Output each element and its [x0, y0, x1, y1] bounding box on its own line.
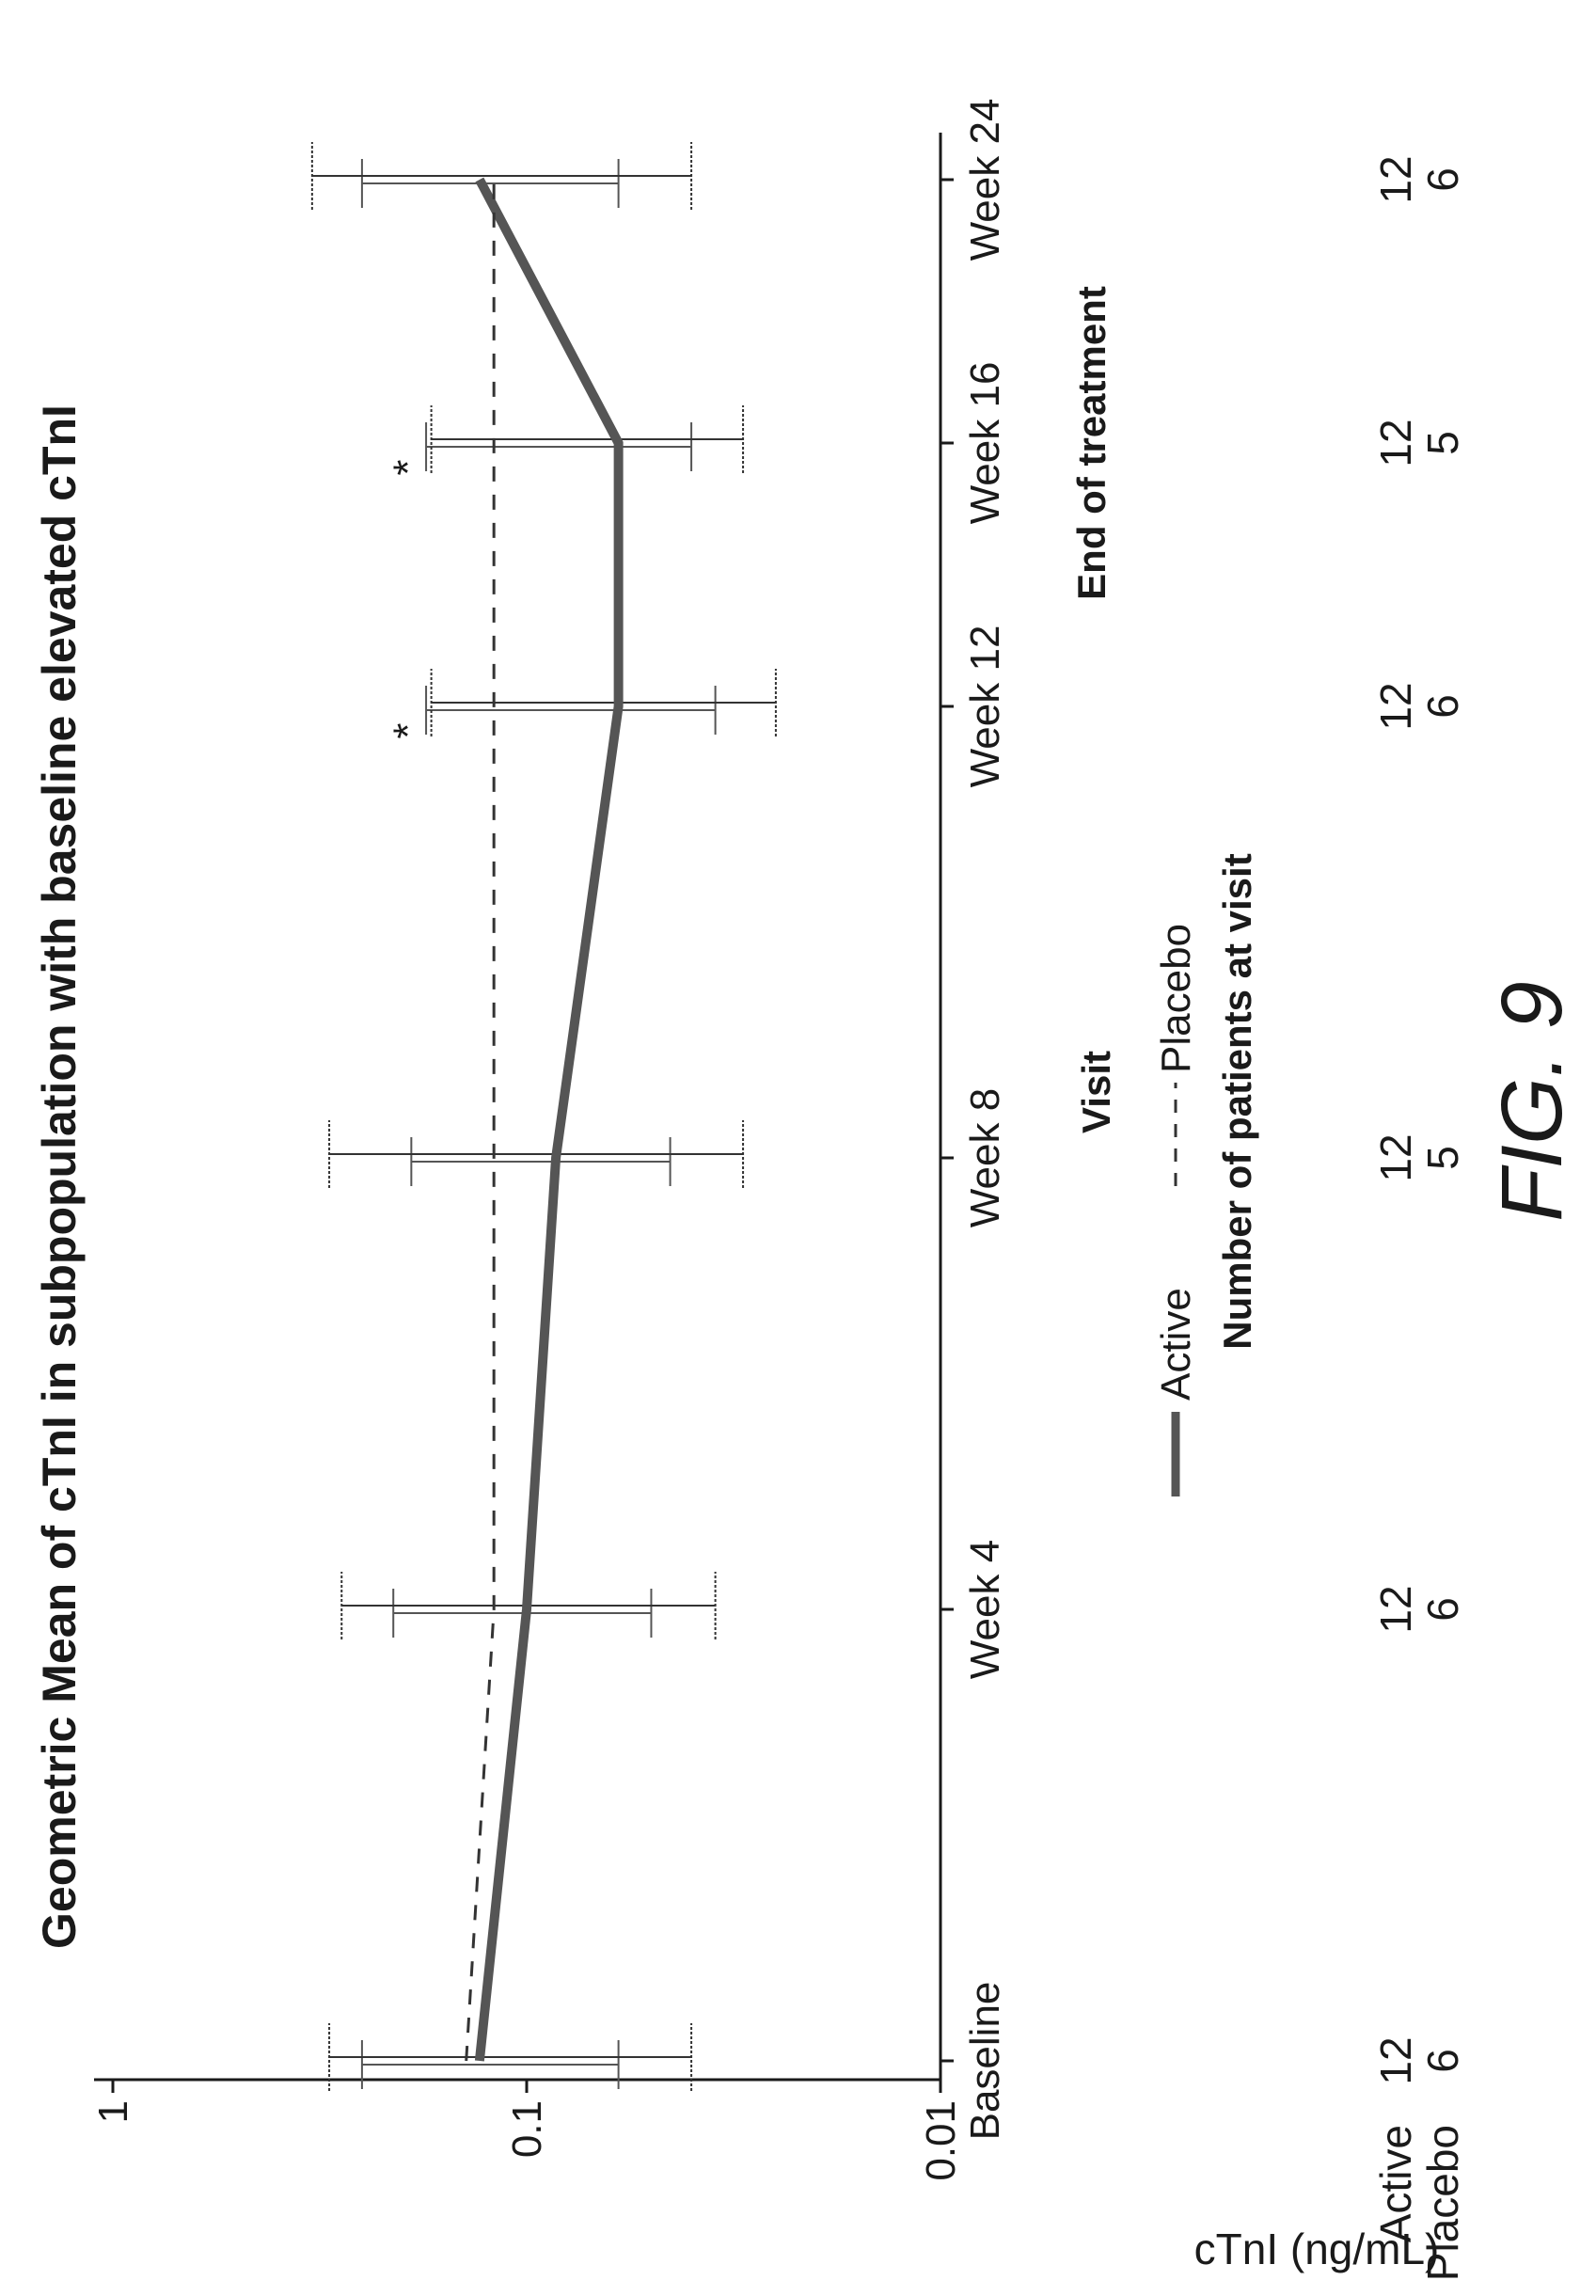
y-axis-ticks: 0.01 0.1 1 — [90, 2080, 964, 2181]
patient-count-placebo: 6 — [1418, 1597, 1467, 1622]
x-axis-ticks: Baseline Week 4 Week 8 Week 12 Week 16 Week 2… — [940, 99, 1008, 2141]
y-tick-label: 1 — [90, 2100, 136, 2123]
y-tick-label: 0.1 — [504, 2100, 550, 2158]
patient-count-active: 12 — [1371, 682, 1420, 730]
patients-table-title: Number of patients at visit — [1215, 853, 1259, 1349]
patient-count-active: 12 — [1371, 2036, 1420, 2084]
x-axis-label: Visit — [1074, 1051, 1118, 1133]
patient-count-active: 12 — [1371, 1133, 1420, 1181]
y-axis-label: cTnI (ng/mL) — [1194, 2225, 1440, 2273]
x-tick-label: Week 12 — [962, 625, 1008, 788]
significance-marker: * — [386, 722, 432, 738]
x-tick-label: Week 24 — [962, 99, 1008, 261]
plot-area: 0.01 0.1 1 Baseline Week 4 Week 8 Week 12 Week… — [90, 99, 1008, 2181]
y-tick-label: 0.01 — [918, 2100, 964, 2181]
row-label-placebo: Placebo — [1418, 2125, 1467, 2281]
annotations: ** — [386, 459, 432, 738]
legend-label-active: Active — [1153, 1288, 1199, 1401]
legend: Active Placebo — [1153, 924, 1199, 1496]
patient-count-active: 12 — [1371, 1585, 1420, 1633]
legend-label-placebo: Placebo — [1153, 924, 1199, 1073]
error-bars — [310, 142, 777, 2091]
chart-title: Geometric Mean of cTnI in subpopulation … — [33, 404, 86, 1949]
patient-count-active: 12 — [1371, 419, 1420, 467]
x-tick-label: Baseline — [962, 1982, 1008, 2141]
series-line-placebo — [465, 180, 496, 2062]
patient-count-placebo: 6 — [1418, 694, 1467, 719]
patient-count-placebo: 6 — [1418, 167, 1467, 192]
patient-count-placebo: 5 — [1418, 1146, 1467, 1170]
x-tick-label: Week 16 — [962, 362, 1008, 525]
series-lines — [465, 177, 624, 2062]
significance-marker: * — [386, 459, 432, 475]
x-tick-label: Week 8 — [962, 1088, 1008, 1227]
patient-count-placebo: 5 — [1418, 431, 1467, 455]
x-tick-label: Week 4 — [962, 1540, 1008, 1679]
patient-count-active: 12 — [1371, 155, 1420, 203]
row-label-active: Active — [1371, 2125, 1420, 2242]
figure-label: FIG. 9 — [1484, 981, 1580, 1222]
rotated-figure: Geometric Mean of cTnI in subpopulation … — [33, 99, 1580, 2282]
x-sublabel: End of treatment — [1069, 286, 1114, 600]
series-line-active — [474, 177, 624, 2062]
patient-count-placebo: 6 — [1418, 2049, 1467, 2073]
